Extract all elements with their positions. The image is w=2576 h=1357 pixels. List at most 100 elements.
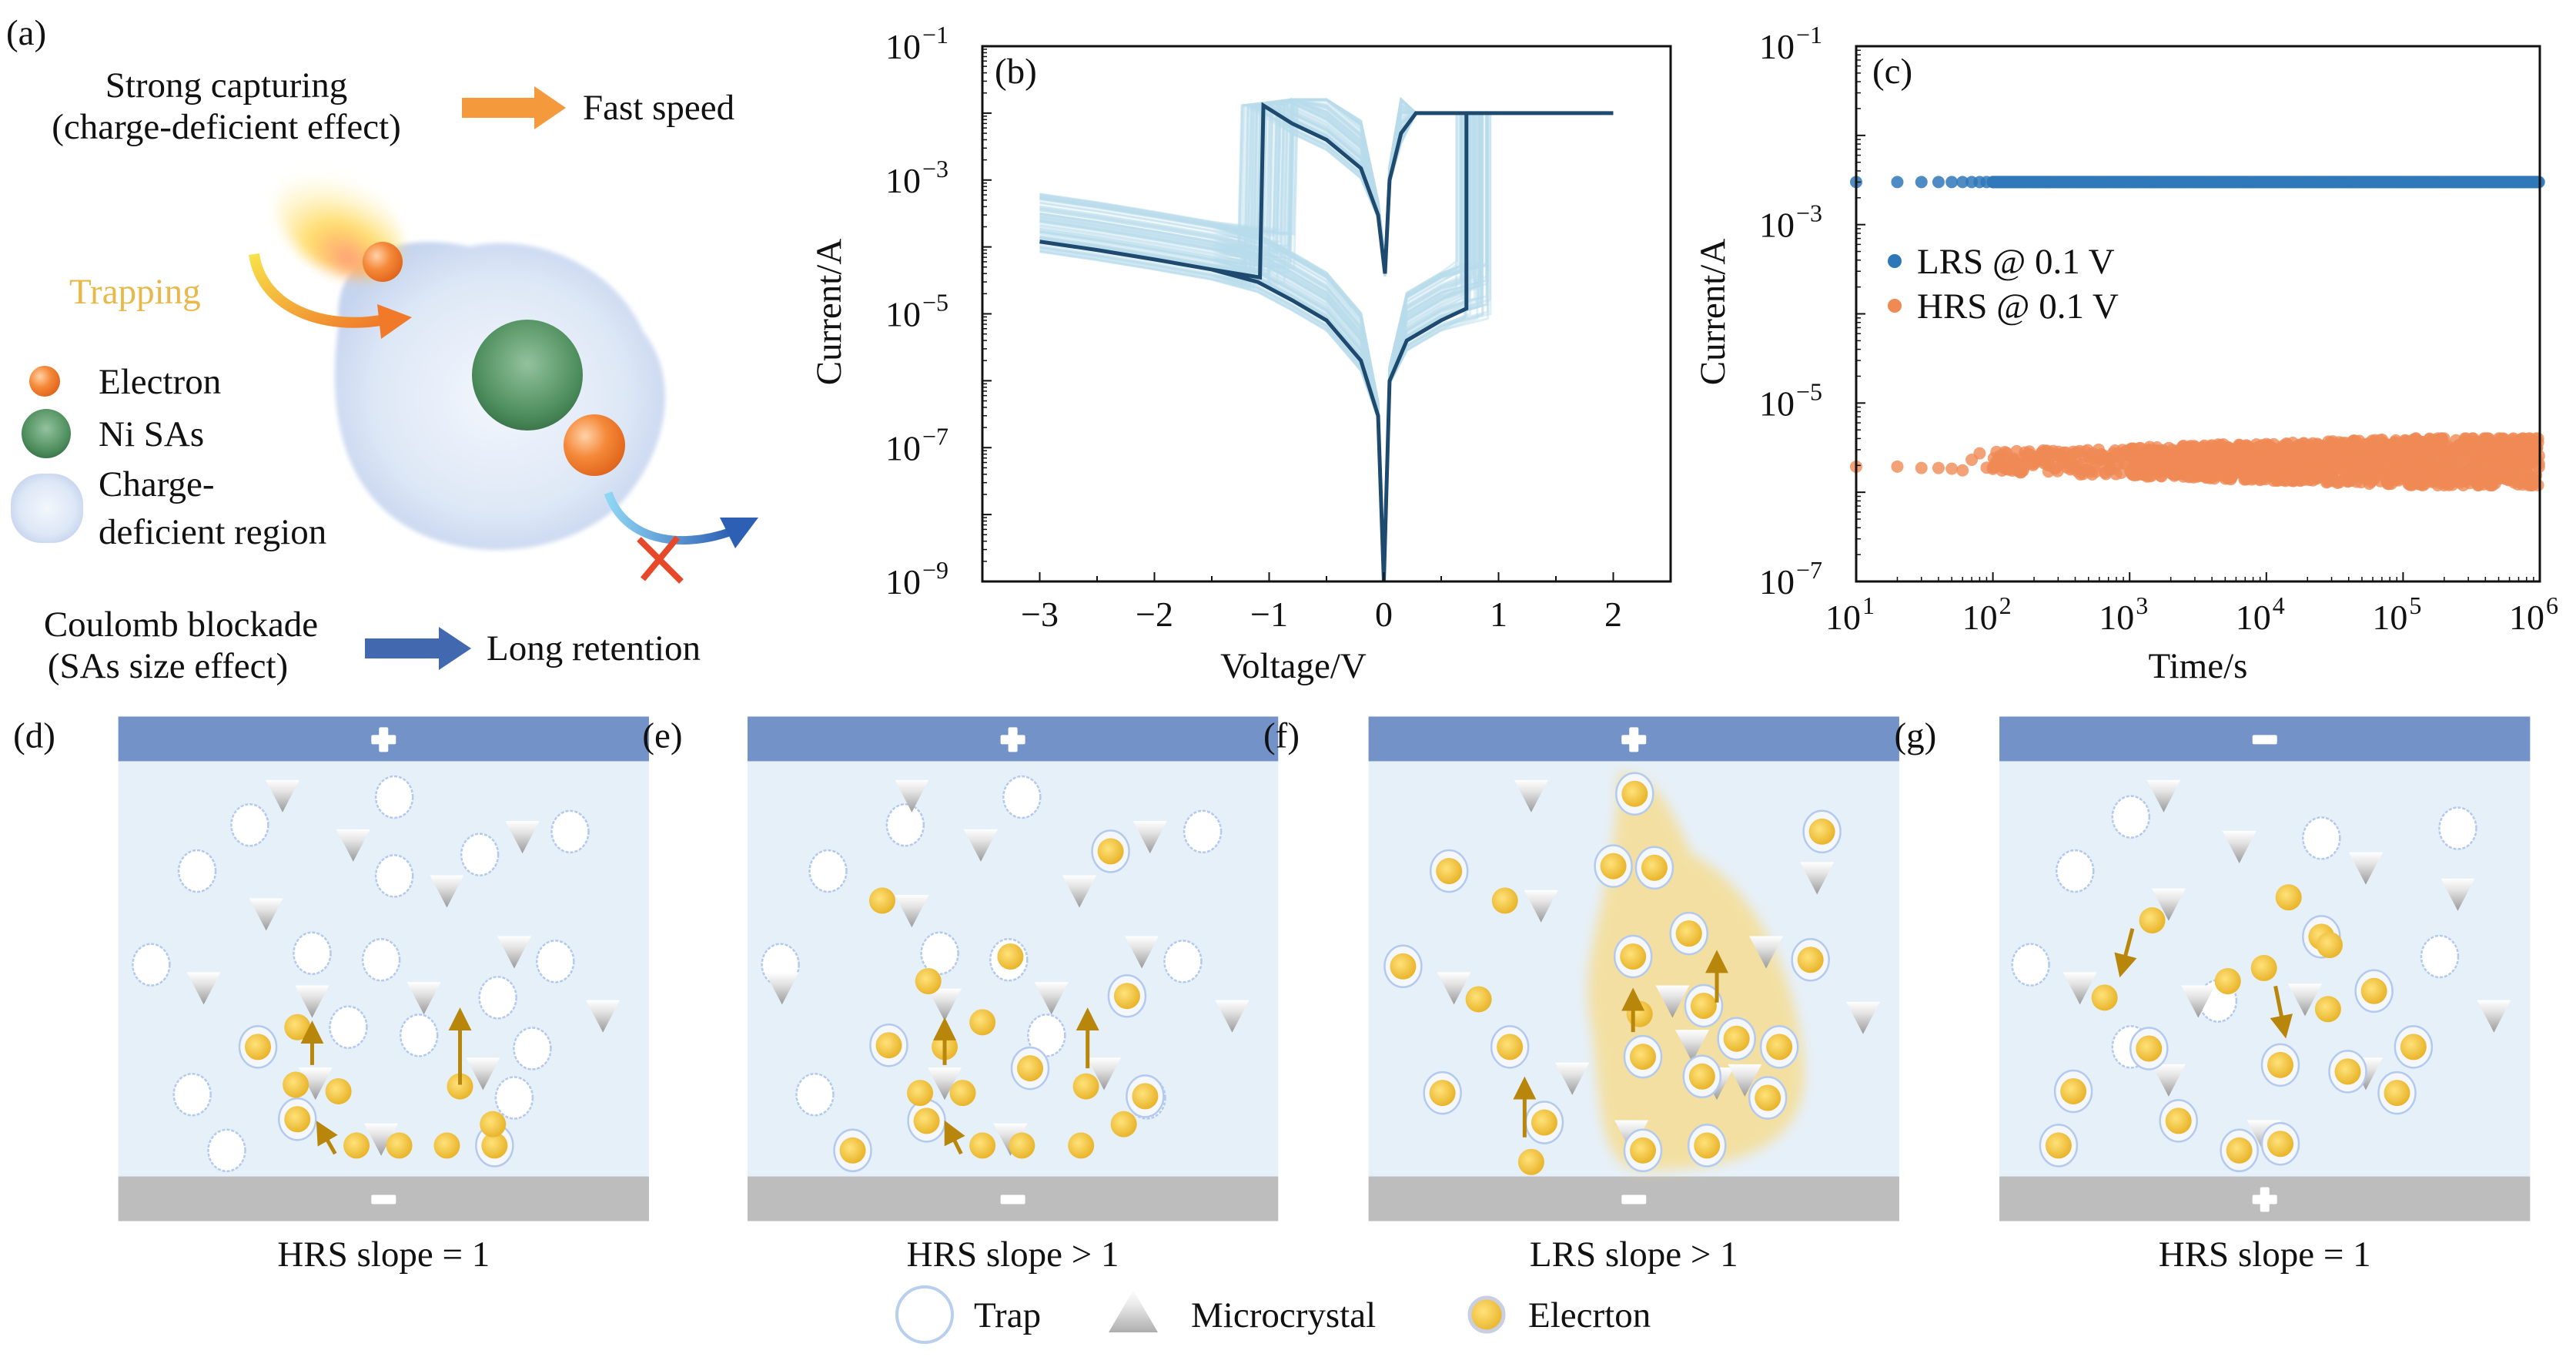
panel-b-label: (b): [995, 52, 1037, 92]
cycle-trace: [1039, 104, 1614, 582]
microcrystal: [430, 875, 464, 908]
mechanism-panels: (d) HRS slope = 1 (e) HRS slope > 1 (f) LRS s…: [13, 715, 2531, 1275]
trapped-electron: [1390, 953, 1417, 980]
trapped-electron: [1723, 1025, 1750, 1052]
electron: [907, 1080, 934, 1107]
cycle-trace: [1039, 102, 1614, 582]
trapped-electron: [839, 1137, 866, 1164]
cycle-trace: [1039, 105, 1614, 582]
legend-trap-icon: [895, 1285, 954, 1344]
hrs-point: [1956, 464, 1969, 477]
microcrystal: [1675, 1030, 1710, 1063]
x-tick-label: 0: [1375, 595, 1393, 634]
electron: [343, 1132, 370, 1159]
electron: [283, 1071, 309, 1098]
trap: [399, 1014, 439, 1057]
electron: [480, 1111, 507, 1138]
trapped-electron: [2360, 977, 2387, 1004]
y-tick-exponent: −9: [922, 556, 948, 584]
trapped-electron: [284, 1106, 311, 1133]
cycle-trace: [1039, 102, 1614, 582]
electron-motion-arrow-icon: [944, 1120, 965, 1155]
legend-microcrystal-text: Microcrystal: [1191, 1295, 1376, 1335]
microcrystal: [364, 1123, 399, 1156]
microcrystal: [2348, 852, 2383, 885]
trapped-electron: [1017, 1055, 1044, 1082]
cycle-trace: [1039, 98, 1614, 582]
mechanism-panel-d: (d) HRS slope = 1: [13, 715, 649, 1275]
trapped-electron: [1620, 943, 1647, 970]
trapped-electron: [1641, 854, 1668, 881]
y-tick-label: 10: [1759, 206, 1795, 245]
legend-hrs-text: HRS @ 0.1 V: [1917, 286, 2119, 327]
panel-label: (g): [1895, 715, 1937, 756]
legend-lrs-text: LRS @ 0.1 V: [1917, 242, 2115, 282]
trapped-electron: [1797, 947, 1824, 973]
mechanism-panel-g: (g) HRS slope = 1: [1895, 715, 2531, 1275]
electron-motion-arrow-icon: [316, 1121, 338, 1155]
trapped-electron: [2267, 1131, 2293, 1158]
panel-caption: HRS slope > 1: [907, 1235, 1119, 1275]
chart-c: 10 1 10 2 10 3 10 4 10 5 10 610 −110 −310 −510 −7 (c) T…: [1693, 21, 2558, 686]
cycle-trace: [1039, 97, 1614, 582]
hrs-point: [2531, 478, 2544, 491]
microcrystal: [1034, 982, 1069, 1015]
trap: [1002, 775, 1042, 819]
trap: [2011, 943, 2050, 987]
trapped-electron: [564, 414, 625, 476]
y-axis-label: Current/A: [1693, 239, 1733, 386]
cycle-trace: [1039, 97, 1614, 582]
cycle-trace: [1039, 103, 1614, 582]
cycle-trace: [1039, 99, 1614, 582]
cycle-trace: [1039, 103, 1614, 582]
panel-label: (e): [642, 715, 682, 756]
microcrystal: [1655, 985, 1690, 1018]
cycle-trace: [1039, 97, 1614, 582]
electron: [2275, 884, 2302, 911]
x-tick-label: 10: [1962, 598, 1998, 637]
trapped-electron: [1429, 1080, 1456, 1107]
microcrystal: [2151, 888, 2186, 921]
electron: [2214, 967, 2241, 994]
x-tick-label: 2: [1604, 595, 1622, 634]
hrs-point: [1891, 460, 1904, 473]
trap: [329, 1005, 368, 1049]
cycle-trace: [1039, 102, 1614, 582]
panel-label: (d): [13, 715, 55, 756]
charge-deficient-effect-text: (charge-deficient effect): [52, 107, 401, 147]
trapped-electron: [1531, 1109, 1557, 1136]
microcrystal: [1087, 1057, 1122, 1091]
trap: [230, 803, 269, 847]
electron: [1009, 1132, 1035, 1159]
trap: [795, 1072, 835, 1117]
y-tick-label: 10: [885, 562, 921, 601]
cycle-trace: [1039, 97, 1614, 582]
electron: [2139, 907, 2166, 934]
cycle-trace: [1039, 97, 1614, 582]
sas-size-effect-text: (SAs size effect): [48, 646, 288, 686]
electron: [433, 1132, 460, 1159]
cycle-trace: [1039, 102, 1614, 582]
trap: [536, 940, 575, 983]
cycle-trace: [1039, 103, 1614, 582]
trap: [132, 943, 171, 987]
cycle-trace: [1039, 103, 1614, 582]
trap: [374, 854, 414, 898]
electron: [1626, 1000, 1653, 1027]
y-tick-label: 10: [885, 295, 921, 334]
x-tick-label: 10: [2236, 598, 2271, 637]
cycle-trace: [1039, 98, 1614, 582]
trapped-electron: [2267, 1051, 2293, 1078]
trapped-electron: [1113, 983, 1140, 1010]
cycle-trace: [1039, 97, 1614, 582]
trapped-electron: [481, 1132, 508, 1159]
fast-speed-text: Fast speed: [583, 88, 734, 128]
trapped-electron: [1436, 858, 1463, 885]
microcrystal: [466, 1057, 500, 1091]
incoming-electron: [363, 242, 403, 282]
panel-c-label: (c): [1872, 52, 1912, 92]
microcrystal: [336, 829, 370, 862]
cycle-trace: [1039, 101, 1614, 582]
microcrystal: [764, 972, 799, 1005]
legend-ni-text: Ni SAs: [99, 414, 204, 454]
